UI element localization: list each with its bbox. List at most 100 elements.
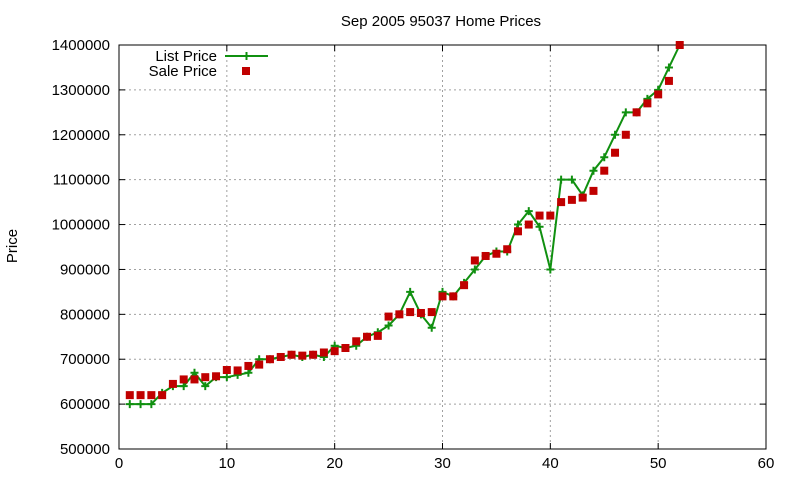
data-point-sale-price xyxy=(460,281,469,290)
data-point-list-price xyxy=(567,175,576,184)
data-point-sale-price xyxy=(481,251,490,260)
data-point-sale-price xyxy=(125,391,134,400)
data-point-list-price xyxy=(406,287,415,296)
data-point-sale-price xyxy=(567,195,576,204)
data-point-sale-price xyxy=(578,193,587,202)
data-point-sale-price xyxy=(309,350,318,359)
data-point-list-price xyxy=(524,207,533,216)
data-point-sale-price xyxy=(276,352,285,361)
data-point-sale-price xyxy=(535,211,544,220)
data-point-list-price xyxy=(546,265,555,274)
grid xyxy=(119,45,766,449)
data-point-sale-price xyxy=(513,227,522,236)
data-point-sale-price xyxy=(449,292,458,301)
legend: List Price Sale Price xyxy=(149,48,268,80)
y-tick-label: 800000 xyxy=(60,306,110,323)
data-point-sale-price xyxy=(416,308,425,317)
data-point-list-price xyxy=(589,166,598,175)
data-point-list-price xyxy=(136,400,145,409)
data-point-sale-price xyxy=(233,366,242,375)
data-point-list-price xyxy=(384,321,393,330)
legend-label-list-price: List Price xyxy=(155,48,217,65)
data-point-sale-price xyxy=(470,256,479,265)
data-point-list-price xyxy=(222,373,231,382)
data-point-sale-price xyxy=(492,249,501,258)
data-point-list-price xyxy=(179,382,188,391)
data-point-sale-price xyxy=(168,379,177,388)
data-point-sale-price xyxy=(179,375,188,384)
data-point-sale-price xyxy=(503,245,512,254)
axis-ticks: 0 10 20 30 40 50 60 500000 600000 700000 800000 900… xyxy=(52,37,775,472)
y-tick-label: 600000 xyxy=(60,396,110,413)
y-tick-label: 1300000 xyxy=(52,82,110,99)
legend-marker-sale-price xyxy=(242,67,250,75)
data-point-sale-price xyxy=(158,391,167,400)
data-point-sale-price xyxy=(201,373,210,382)
data-point-sale-price xyxy=(265,355,274,364)
data-point-sale-price xyxy=(287,350,296,359)
data-point-sale-price xyxy=(319,348,328,357)
chart-title: Sep 2005 95037 Home Prices xyxy=(341,13,541,30)
data-point-list-price xyxy=(513,220,522,229)
data-point-sale-price xyxy=(341,344,350,352)
data-point-list-price xyxy=(621,108,630,117)
legend-marker-list-price xyxy=(242,52,251,60)
data-point-sale-price xyxy=(654,90,663,99)
y-tick-label: 500000 xyxy=(60,441,110,458)
x-tick-label: 20 xyxy=(326,455,343,472)
x-tick-label: 60 xyxy=(758,455,775,472)
data-point-list-price xyxy=(427,323,436,332)
x-tick-label: 10 xyxy=(218,455,235,472)
data-point-list-price xyxy=(244,368,253,377)
y-tick-label: 900000 xyxy=(60,261,110,278)
data-point-sale-price xyxy=(136,391,145,400)
data-point-sale-price xyxy=(632,108,641,117)
data-point-list-price xyxy=(611,130,620,139)
data-point-sale-price xyxy=(546,211,555,220)
data-point-list-price xyxy=(190,368,199,377)
legend-label-sale-price: Sale Price xyxy=(149,63,217,80)
data-point-sale-price xyxy=(222,365,231,374)
data-point-list-price xyxy=(535,222,544,231)
data-point-list-price xyxy=(600,153,609,162)
series-sale-price xyxy=(125,41,684,400)
data-point-sale-price xyxy=(406,308,415,317)
data-point-sale-price xyxy=(147,391,156,400)
data-point-sale-price xyxy=(611,148,620,157)
x-tick-label: 50 xyxy=(650,455,667,472)
data-point-sale-price xyxy=(244,361,253,370)
y-tick-label: 1000000 xyxy=(52,217,110,234)
data-point-sale-price xyxy=(212,372,221,381)
data-point-sale-price xyxy=(675,41,684,49)
data-point-sale-price xyxy=(298,351,307,360)
data-point-sale-price xyxy=(330,347,339,356)
x-tick-label: 30 xyxy=(434,455,451,472)
data-point-sale-price xyxy=(589,186,598,195)
data-point-sale-price xyxy=(190,375,199,384)
y-tick-label: 700000 xyxy=(60,351,110,368)
data-point-sale-price xyxy=(427,308,436,317)
data-point-sale-price xyxy=(600,166,609,175)
data-point-sale-price xyxy=(255,360,264,369)
data-point-sale-price xyxy=(664,76,673,85)
data-point-sale-price xyxy=(643,99,652,108)
data-point-sale-price xyxy=(373,331,382,340)
data-point-sale-price xyxy=(384,312,393,321)
series-layer xyxy=(125,41,684,409)
data-point-list-price xyxy=(201,382,210,391)
data-point-list-price xyxy=(557,175,566,184)
y-tick-label: 1100000 xyxy=(53,172,110,189)
x-tick-label: 40 xyxy=(542,455,559,472)
data-point-sale-price xyxy=(524,220,533,229)
data-point-list-price xyxy=(147,400,156,409)
y-axis-title: Price xyxy=(4,229,21,263)
data-point-list-price xyxy=(664,63,673,72)
data-point-sale-price xyxy=(557,198,566,207)
x-tick-label: 0 xyxy=(115,455,123,472)
data-point-list-price xyxy=(125,400,134,409)
data-point-sale-price xyxy=(621,130,630,139)
data-point-list-price xyxy=(470,265,479,274)
data-point-sale-price xyxy=(363,332,372,341)
series-line-list-price xyxy=(129,44,681,406)
